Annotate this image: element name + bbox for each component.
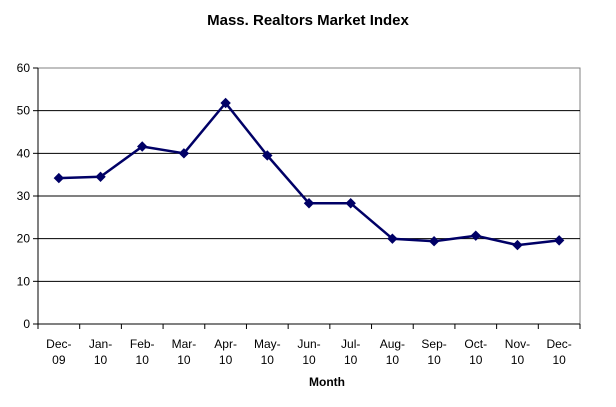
series-layer <box>53 97 565 251</box>
chart-title: Mass. Realtors Market Index <box>207 12 409 29</box>
data-point <box>262 150 273 161</box>
y-tick-label: 30 <box>17 189 31 203</box>
x-tick-label: Dec-09 <box>46 337 71 367</box>
y-tick-label: 60 <box>17 61 31 75</box>
x-tick-label: Sep-10 <box>421 337 446 367</box>
x-axis-ticks: Dec-09 Jan-10 Feb-10 Mar-10 Apr-10 May-10 Jun-… <box>37 323 581 367</box>
x-tick-label: Jul-10 <box>341 337 360 367</box>
y-tick-label: 20 <box>17 232 31 246</box>
x-tick-label: Dec-10 <box>546 337 571 367</box>
data-point <box>345 198 356 209</box>
x-tick-label: Jun-10 <box>297 337 320 367</box>
data-point <box>95 171 106 183</box>
x-tick-label: Oct-10 <box>464 337 487 367</box>
x-tick-label: Nov-10 <box>505 337 530 367</box>
x-tick-label: Feb-10 <box>130 337 155 367</box>
data-point <box>303 198 315 209</box>
data-point <box>387 233 398 244</box>
data-point <box>137 141 148 152</box>
data-point <box>470 230 481 241</box>
data-point <box>553 235 565 246</box>
x-tick-label: Mar-10 <box>172 337 197 367</box>
data-point <box>428 236 440 247</box>
data-point <box>220 97 231 109</box>
data-point <box>53 172 65 184</box>
y-axis-ticks: 0 10 20 30 40 50 60 <box>17 61 39 331</box>
data-point <box>512 239 523 251</box>
x-tick-label: Aug-10 <box>380 337 405 367</box>
y-tick-label: 40 <box>17 146 31 160</box>
x-axis-title: Month <box>309 375 345 389</box>
y-tick-label: 50 <box>17 104 31 118</box>
data-point <box>178 148 190 159</box>
y-tick-label: 0 <box>23 317 30 331</box>
x-tick-label: Jan-10 <box>89 337 112 367</box>
y-tick-label: 10 <box>17 274 31 288</box>
x-tick-label: Apr-10 <box>214 337 237 367</box>
x-tick-label: May-10 <box>254 337 281 367</box>
